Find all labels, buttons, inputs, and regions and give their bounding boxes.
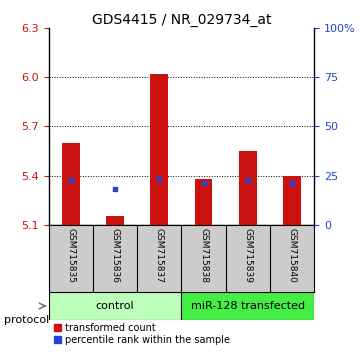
Title: GDS4415 / NR_029734_at: GDS4415 / NR_029734_at (92, 13, 271, 27)
Bar (195, 179, 212, 225)
FancyBboxPatch shape (49, 292, 181, 320)
Text: GSM715835: GSM715835 (66, 228, 75, 283)
Text: miR-128 transfected: miR-128 transfected (191, 301, 305, 311)
FancyBboxPatch shape (181, 292, 314, 320)
Text: GSM715838: GSM715838 (199, 228, 208, 283)
Bar (62, 143, 80, 225)
Text: GSM715837: GSM715837 (155, 228, 164, 283)
Text: GSM715839: GSM715839 (243, 228, 252, 283)
Text: protocol: protocol (4, 315, 49, 325)
Legend: transformed count, percentile rank within the sample: transformed count, percentile rank withi… (53, 323, 230, 344)
Bar (239, 151, 257, 225)
Bar (151, 74, 168, 225)
Text: GSM715840: GSM715840 (287, 228, 296, 283)
Text: GSM715836: GSM715836 (110, 228, 119, 283)
Bar (283, 176, 301, 225)
Bar (106, 217, 124, 225)
Text: control: control (96, 301, 134, 311)
